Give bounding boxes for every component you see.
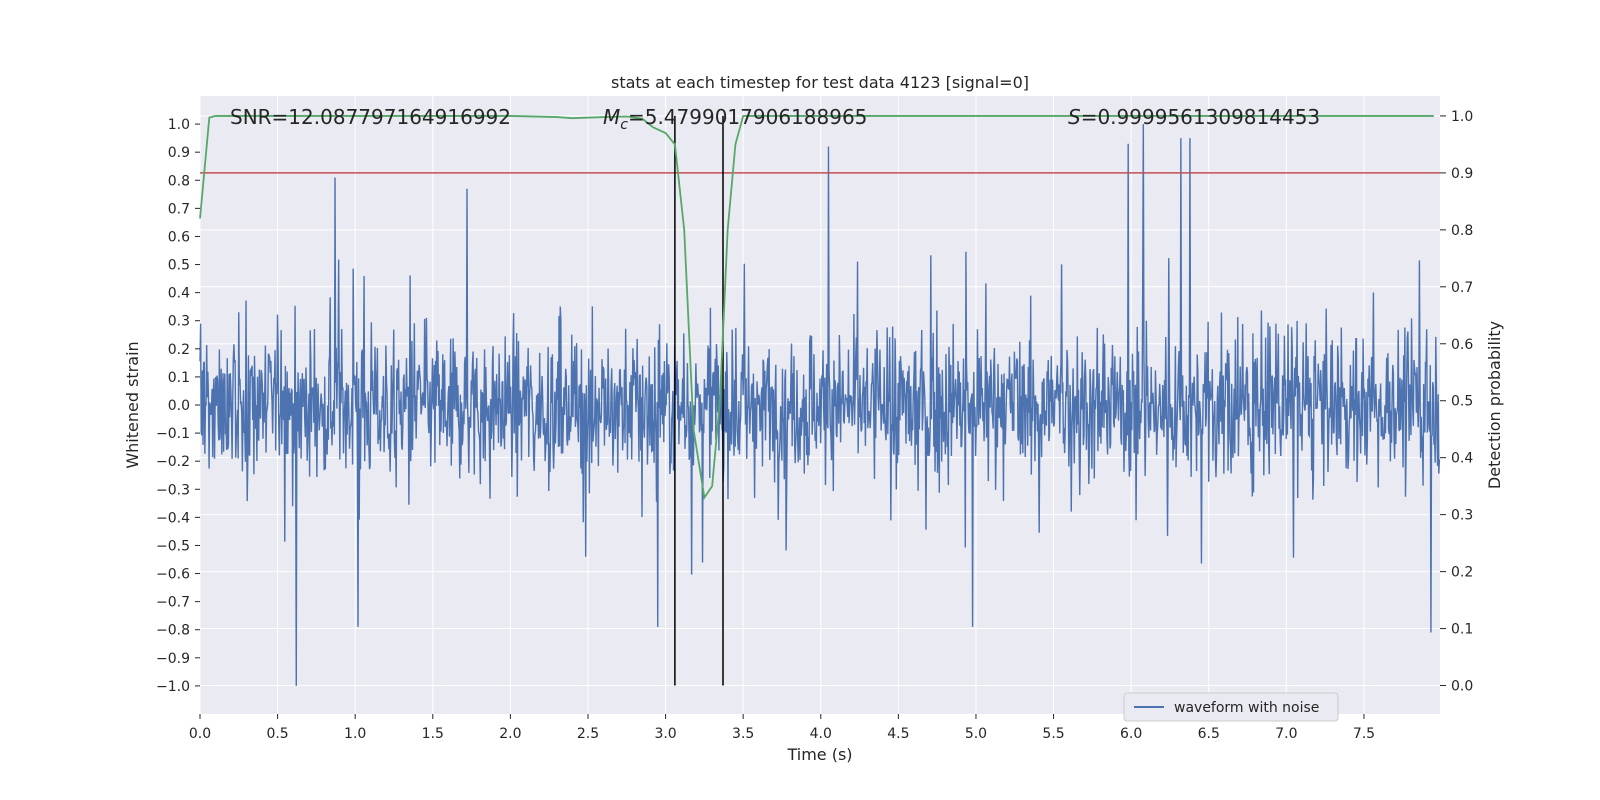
chart-title: stats at each timestep for test data 412… (611, 73, 1029, 92)
y-tick-label: −0.7 (156, 595, 190, 611)
snr-annotation: SNR=12.087797164916992 (230, 105, 511, 129)
y-tick-label: −0.1 (156, 426, 190, 442)
y2-tick-label: 0.7 (1451, 280, 1473, 296)
x-tick-label: 0.5 (266, 726, 288, 742)
waveform-series (199, 124, 1441, 686)
y2-tick-label: 0.1 (1451, 622, 1473, 638)
y-tick-label: 0.9 (168, 145, 190, 161)
x-tick-label: 5.0 (965, 726, 987, 742)
mc-value: =5.4799017906188965 (628, 105, 867, 129)
x-tick-label: 1.5 (422, 726, 444, 742)
y2-tick-label: 0.5 (1451, 394, 1473, 410)
mc-subscript: c (620, 117, 628, 133)
vertical-markers (674, 115, 724, 686)
y2-tick-label: 0.3 (1451, 508, 1473, 524)
y-tick-label: 0.2 (168, 342, 190, 358)
y-tick-label: 0.7 (168, 201, 190, 217)
y2-tick-label: 0.0 (1451, 679, 1473, 695)
legend-label: waveform with noise (1174, 700, 1319, 716)
x-tick-label: 2.5 (577, 726, 599, 742)
y-tick-label: 0.5 (168, 258, 190, 274)
legend-box (1123, 692, 1339, 722)
y-axis-label: Whitened strain (123, 341, 142, 468)
x-tick-label: 0.0 (189, 726, 211, 742)
y2-tick-label: 0.6 (1451, 337, 1473, 353)
legend: waveform with noise (1123, 692, 1339, 722)
x-tick-label: 3.5 (732, 726, 754, 742)
y-tick-label: 0.3 (168, 314, 190, 330)
probability-line (199, 115, 1434, 500)
mc-annotation: Mc=5.4799017906188965 (603, 105, 867, 133)
y-tick-label: −0.9 (156, 651, 190, 667)
x-axis-ticks: 0.0 0.5 1.0 1.5 2.0 2.5 3.0 3.5 4.0 4.5 5.0 5.5 6.0 6… (189, 714, 1375, 742)
y-tick-label: −0.2 (156, 454, 190, 470)
x-axis-label: Time (s) (786, 745, 852, 764)
s-symbol: S (1068, 105, 1081, 129)
y-tick-label: 0.6 (168, 229, 190, 245)
x-tick-label: 6.5 (1198, 726, 1220, 742)
x-tick-label: 6.0 (1120, 726, 1142, 742)
y2-tick-label: 0.4 (1451, 451, 1473, 467)
x-tick-label: 7.5 (1353, 726, 1375, 742)
y-tick-label: 0.0 (168, 398, 190, 414)
s-annotation: S=0.9999561309814453 (1068, 105, 1320, 129)
y-tick-label: −0.8 (156, 623, 190, 639)
annotations: SNR=12.087797164916992 Mc=5.479901790618… (230, 105, 1320, 133)
y-tick-label: −0.4 (156, 510, 190, 526)
y2-axis-label: Detection probability (1485, 321, 1504, 489)
x-tick-label: 7.0 (1275, 726, 1297, 742)
y2-axis-ticks: 1.0 0.9 0.8 0.7 0.6 0.5 0.4 0.3 0.2 0.1 0.0 (1440, 109, 1473, 695)
x-tick-label: 5.5 (1042, 726, 1064, 742)
probability-series (199, 115, 1434, 500)
x-tick-label: 3.0 (654, 726, 676, 742)
y2-tick-label: 0.8 (1451, 223, 1473, 239)
mc-symbol: M (603, 105, 620, 129)
y2-tick-label: 0.9 (1451, 166, 1473, 182)
x-tick-label: 1.0 (344, 726, 366, 742)
y-tick-label: 0.4 (168, 286, 190, 302)
y-tick-label: −0.6 (156, 567, 190, 583)
y-tick-label: 1.0 (168, 117, 190, 133)
y-tick-label: −1.0 (156, 679, 190, 695)
y2-tick-label: 1.0 (1451, 109, 1473, 125)
y-axis-ticks: 1.0 0.9 0.8 0.7 0.6 0.5 0.4 0.3 0.2 0.1 0.0 −0.1 −0.… (156, 117, 200, 695)
y-tick-label: 0.1 (168, 370, 190, 386)
s-value: =0.9999561309814453 (1081, 105, 1320, 129)
y-tick-label: −0.5 (156, 538, 190, 554)
y2-tick-label: 0.2 (1451, 565, 1473, 581)
y-tick-label: 0.8 (168, 173, 190, 189)
waveform-line (199, 124, 1441, 686)
x-tick-label: 2.0 (499, 726, 521, 742)
x-tick-label: 4.0 (810, 726, 832, 742)
x-tick-label: 4.5 (887, 726, 909, 742)
y-tick-label: −0.3 (156, 482, 190, 498)
